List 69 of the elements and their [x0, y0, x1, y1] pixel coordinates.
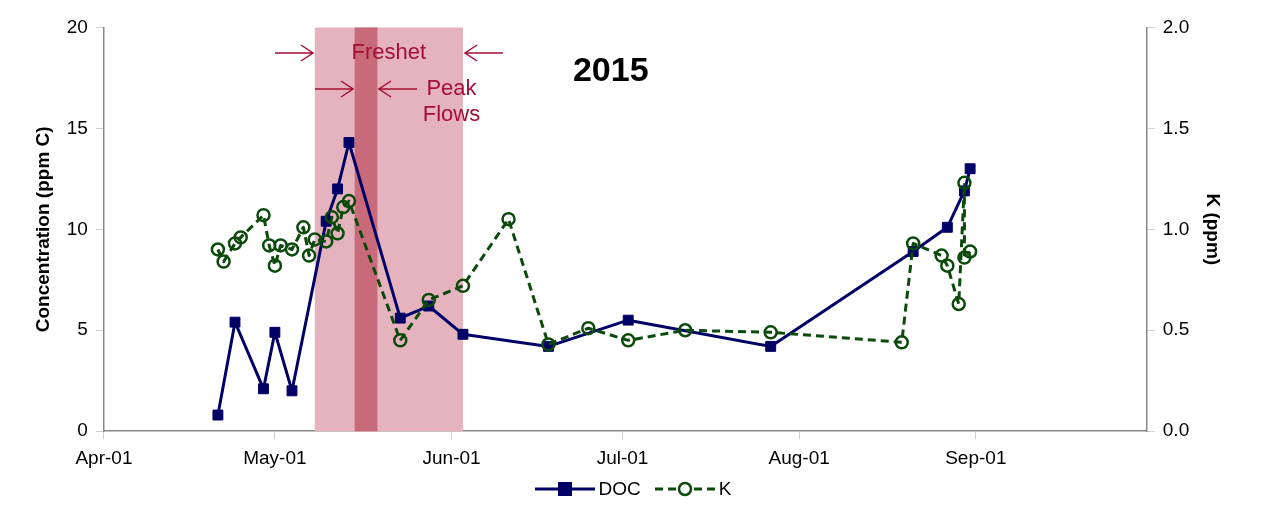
- point: [233, 230, 248, 245]
- band-label: Freshet: [351, 39, 427, 65]
- point: [962, 244, 978, 259]
- y-tick-label: 5: [77, 318, 88, 340]
- point: [307, 232, 323, 247]
- y-tick-label: 20: [66, 15, 88, 37]
- y-tick-label: 0: [77, 419, 88, 441]
- point: [296, 220, 311, 235]
- point: [273, 238, 288, 253]
- point: [227, 236, 243, 251]
- point: [964, 163, 976, 175]
- x-tick-label: Apr-01: [75, 446, 133, 468]
- point: [941, 221, 953, 233]
- point: [934, 248, 949, 263]
- point: [269, 326, 281, 338]
- point: [677, 323, 693, 338]
- point: [455, 278, 471, 294]
- y2-tick-label: 0.0: [1162, 419, 1190, 441]
- legend-label: DOC: [598, 478, 641, 500]
- x-tick-label: Sep-01: [945, 446, 1007, 468]
- point: [256, 207, 271, 223]
- point: [267, 258, 283, 273]
- point: [457, 328, 469, 340]
- point: [210, 242, 226, 257]
- y-axis-title: Concentration (ppm C): [31, 126, 53, 333]
- point: [343, 137, 355, 148]
- point: [212, 409, 224, 421]
- point: [301, 248, 317, 263]
- point: [957, 250, 972, 265]
- x-tick-label: Aug-01: [768, 446, 830, 468]
- point: [261, 238, 277, 253]
- point: [318, 234, 334, 249]
- point: [394, 312, 406, 324]
- text: 2015: [572, 49, 649, 88]
- point: [501, 211, 516, 227]
- point: [229, 316, 241, 328]
- x-tick-label: Jul-01: [596, 446, 649, 468]
- point: [330, 226, 345, 241]
- point: [957, 175, 972, 191]
- point: [216, 254, 231, 269]
- y-tick-label: 15: [66, 116, 88, 138]
- y2-axis-title: K (ppm): [1203, 193, 1225, 266]
- point: [581, 320, 596, 336]
- y2-tick-label: 2.0: [1162, 15, 1190, 37]
- y2-tick-label: 0.5: [1162, 318, 1190, 340]
- point: [940, 258, 955, 273]
- point: [286, 385, 298, 397]
- point: [332, 183, 344, 195]
- point: [622, 314, 634, 326]
- point: [763, 325, 778, 340]
- y-tick-label: 10: [66, 217, 88, 239]
- legend-label: K: [718, 478, 732, 500]
- point: [620, 333, 636, 348]
- y2-tick-label: 1.5: [1162, 116, 1190, 138]
- point: [951, 296, 966, 312]
- x-tick-label: Jun-01: [422, 446, 481, 468]
- point: [421, 292, 437, 308]
- point: [336, 199, 351, 215]
- point: [905, 236, 921, 251]
- point: [765, 340, 777, 352]
- point: [324, 209, 340, 225]
- band-label: Peak Flows: [422, 75, 481, 127]
- point: [284, 242, 300, 257]
- point: [894, 335, 909, 350]
- x-tick-label: May-01: [243, 446, 307, 468]
- point: [258, 383, 269, 395]
- point: [393, 333, 408, 348]
- y2-tick-label: 1.0: [1162, 217, 1190, 239]
- point: [341, 193, 357, 209]
